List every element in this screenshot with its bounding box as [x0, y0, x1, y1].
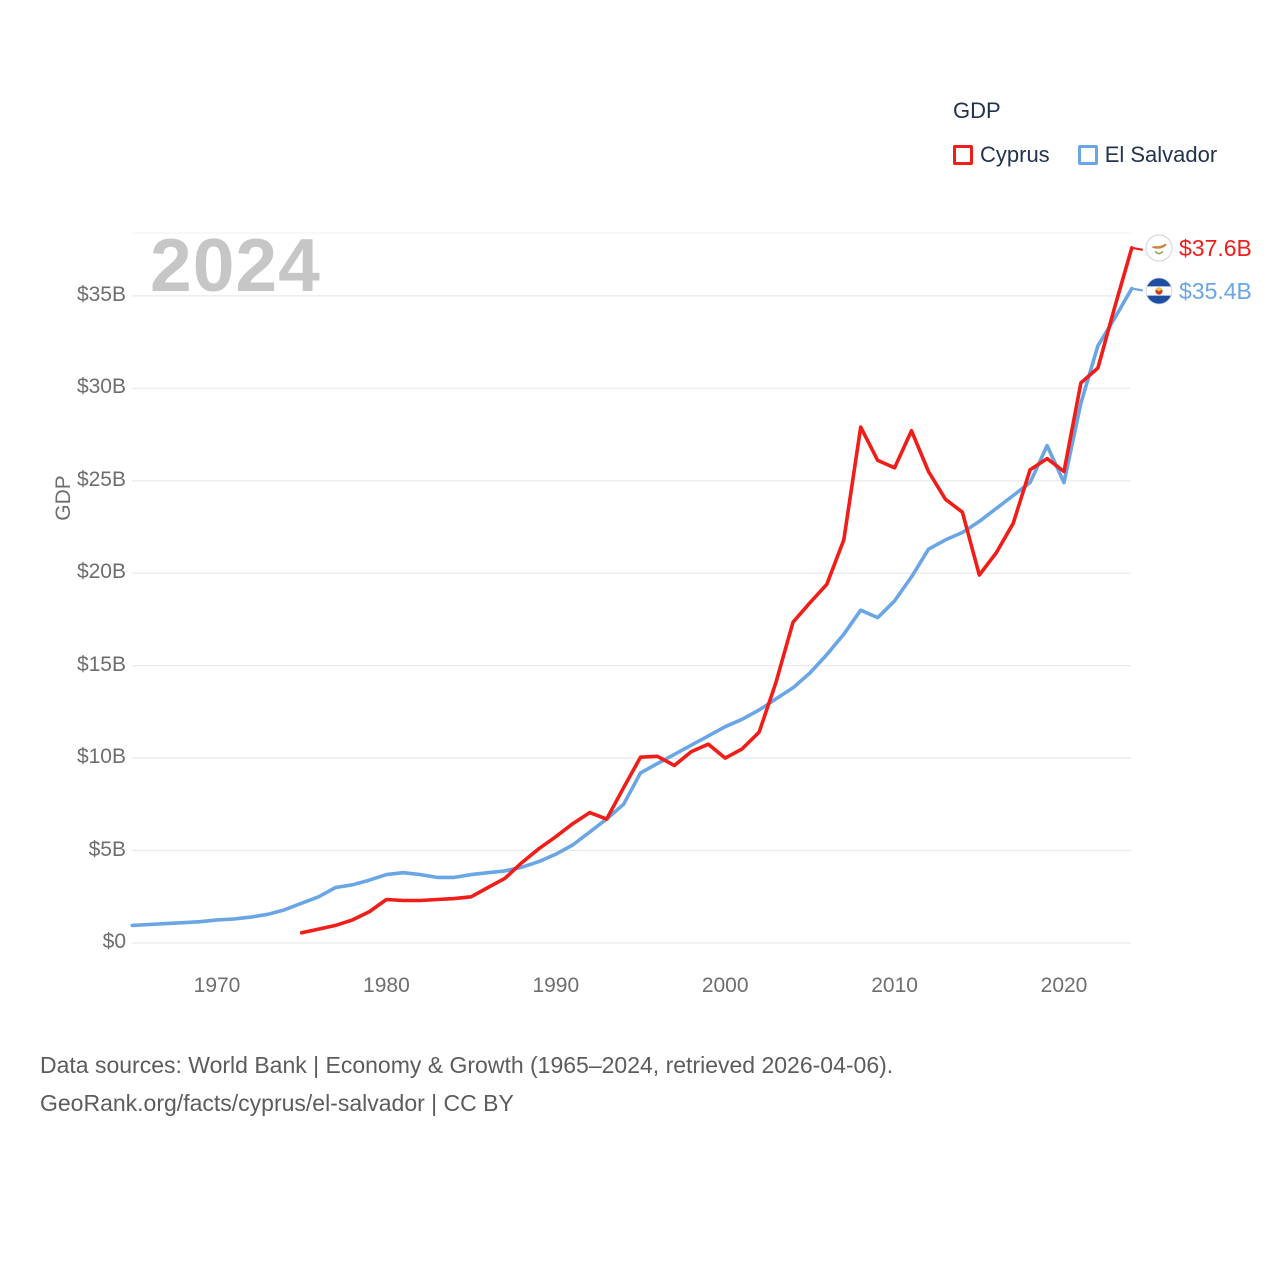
el-salvador-flag-icon: [1145, 277, 1173, 305]
cyprus-end-value: $37.6B: [1179, 235, 1252, 261]
legend-item-el-salvador[interactable]: El Salvador: [1077, 142, 1218, 168]
el-salvador-end-value: $35.4B: [1179, 278, 1252, 304]
footer-sources: Data sources: World Bank | Economy & Gro…: [40, 1052, 894, 1078]
y-tick-label: $15B: [76, 652, 126, 676]
cyprus-flag-icon: [1145, 234, 1173, 262]
legend-label: Cyprus: [980, 142, 1050, 167]
legend-title: GDP: [953, 98, 1001, 123]
footer: Data sources: World Bank | Economy & Gro…: [40, 1046, 893, 1122]
x-tick-label: 2000: [701, 974, 749, 997]
y-tick-label: $25B: [76, 467, 126, 491]
footer-attribution: GeoRank.org/facts/cyprus/el-salvador | C…: [40, 1090, 514, 1116]
end-label-cyprus: $37.6B: [1145, 234, 1252, 262]
x-tick-label: 1980: [363, 974, 410, 997]
cyprus-line[interactable]: [299, 246, 1134, 935]
el-salvador-leader: [1131, 287, 1143, 292]
y-tick-label: $10B: [76, 745, 126, 769]
y-tick-label: $0: [102, 930, 126, 953]
x-tick-label: 1970: [193, 974, 241, 997]
legend-label: El Salvador: [1104, 142, 1218, 167]
el-salvador-swatch-icon: [1077, 145, 1098, 165]
y-tick-label: $35B: [76, 282, 126, 306]
el-salvador-line[interactable]: [130, 286, 1134, 928]
y-tick-label: $30B: [76, 375, 126, 399]
x-tick-label: 2020: [1040, 974, 1088, 997]
end-label-el-salvador: $35.4B: [1145, 277, 1252, 305]
watermark-year: 2024: [150, 223, 321, 307]
y-tick-label: $5B: [88, 837, 126, 861]
legend-items: Cyprus El Salvador: [953, 142, 1217, 168]
x-tick-label: 2010: [871, 974, 918, 997]
legend: GDP Cyprus El Salvador: [953, 98, 1217, 168]
cyprus-swatch-icon: [953, 145, 973, 165]
legend-item-cyprus[interactable]: Cyprus: [953, 142, 1050, 168]
x-tick-label: 1990: [532, 974, 580, 997]
y-tick-label: $20B: [76, 560, 126, 584]
cyprus-leader: [1131, 246, 1143, 251]
